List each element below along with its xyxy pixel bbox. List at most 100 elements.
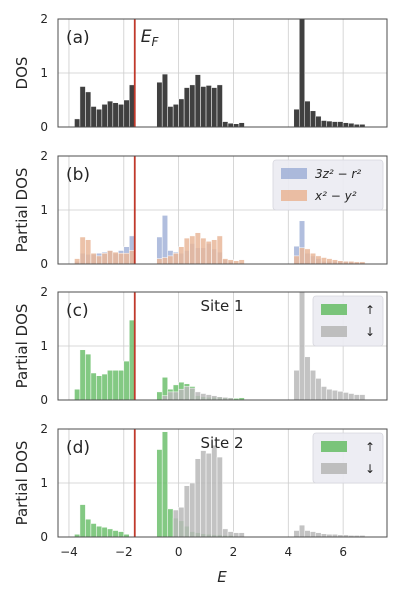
y-tick-label: 1 [40, 203, 48, 217]
fermi-level-subscript: F [152, 35, 160, 49]
histogram-bar [112, 530, 119, 538]
histogram-bar [205, 394, 212, 401]
y-tick-label: 0 [40, 120, 48, 134]
histogram-bar [293, 370, 300, 401]
histogram-bar [331, 390, 338, 401]
y-tick-label: 1 [40, 476, 48, 490]
y-tick-label: 0 [40, 530, 48, 544]
histogram-bar [216, 235, 223, 265]
legend: ↑↓ [312, 432, 384, 484]
histogram-bar [172, 104, 179, 128]
histogram-bar [85, 91, 92, 128]
histogram-bar [353, 394, 360, 401]
legend-entry-label: x² − y² [314, 189, 357, 203]
histogram-bar [293, 530, 300, 538]
legend-entry-label: ↓ [365, 462, 375, 476]
legend-swatch [281, 190, 307, 201]
histogram-bar [189, 235, 196, 265]
histogram-bar [161, 431, 168, 538]
histogram-bar [211, 239, 218, 265]
histogram-bar [79, 86, 86, 128]
histogram-bar [161, 215, 168, 265]
histogram-bar [178, 98, 185, 128]
histogram-bar [309, 110, 316, 128]
histogram-bar [101, 252, 108, 265]
histogram-bar [178, 246, 185, 265]
site-label: Site 2 [200, 434, 243, 452]
histogram-bar [101, 527, 108, 538]
histogram-bar [320, 257, 327, 265]
histogram-bar [342, 122, 349, 128]
histogram-bar [315, 532, 322, 538]
y-tick-label: 2 [40, 285, 48, 299]
y-tick-label: 0 [40, 257, 48, 271]
histogram-bar [194, 458, 201, 538]
panel-1: 0 1 2 DOS (a) EF [13, 12, 388, 134]
histogram-bar [309, 531, 316, 538]
y-axis-label: Partial DOS [13, 168, 31, 253]
histogram-bar [315, 255, 322, 265]
histogram-bar [167, 508, 174, 538]
site-label: Site 1 [200, 297, 243, 315]
legend-swatch [321, 441, 347, 452]
legend-swatch [281, 168, 307, 179]
histogram-bar [178, 507, 185, 538]
y-axis-label: Partial DOS [13, 304, 31, 389]
x-tick-label: 2 [230, 545, 238, 559]
legend: 3z² − r² x² − y² [272, 159, 384, 211]
histogram-bar [238, 532, 245, 538]
histogram-bar [167, 391, 174, 401]
histogram-bar [189, 84, 196, 128]
histogram-bar [326, 120, 333, 128]
histogram-bar [79, 349, 86, 401]
histogram-bar [123, 252, 130, 265]
histogram-bar [118, 104, 125, 128]
y-tick-label: 2 [40, 12, 48, 26]
histogram-bar [227, 122, 234, 128]
panel-2: 0 1 2 Partial DOS (b) 3z² − r² x² − y² [13, 149, 388, 271]
histogram-bar [79, 236, 86, 265]
histogram-bar [342, 392, 349, 401]
x-tick-label: 0 [175, 545, 183, 559]
histogram-bar [309, 370, 316, 401]
histogram-bar [74, 118, 81, 128]
histogram-bar [222, 528, 229, 538]
histogram-bar [337, 391, 344, 401]
histogram-bar [200, 450, 207, 538]
histogram-bar [331, 259, 338, 265]
histogram-bar [211, 87, 218, 128]
histogram-bar [194, 232, 201, 265]
series-1 [74, 319, 245, 401]
histogram-bar [315, 378, 322, 401]
histogram-bar [227, 259, 234, 265]
histogram-bar [101, 373, 108, 401]
histogram-bar [156, 449, 163, 538]
histogram-bar [227, 531, 234, 538]
histogram-bar [200, 237, 207, 265]
plot-frame [57, 291, 388, 401]
fermi-level-label: EF [141, 27, 160, 49]
histogram-bar [74, 258, 81, 265]
x-tick-label: −4 [60, 545, 78, 559]
histogram-bar [293, 108, 300, 128]
histogram-bar [309, 252, 316, 265]
y-tick-label: 1 [40, 66, 48, 80]
histogram-bar [238, 259, 245, 265]
y-tick-label: 2 [40, 422, 48, 436]
plot-frame [57, 18, 388, 128]
histogram-bar [107, 100, 114, 128]
histogram-bar [299, 524, 305, 538]
histogram-bar [167, 106, 174, 128]
histogram-bar [304, 356, 311, 401]
histogram-bar [194, 74, 201, 128]
histogram-bar [216, 456, 223, 538]
x-tick-label: 4 [284, 545, 292, 559]
histogram-bar [96, 375, 103, 401]
histogram-bar [205, 85, 212, 128]
histogram-bar [172, 252, 179, 265]
panel-label: (c) [66, 301, 89, 321]
histogram-bar [156, 81, 163, 128]
histogram-bar [85, 353, 92, 401]
histogram-bar [112, 370, 119, 401]
